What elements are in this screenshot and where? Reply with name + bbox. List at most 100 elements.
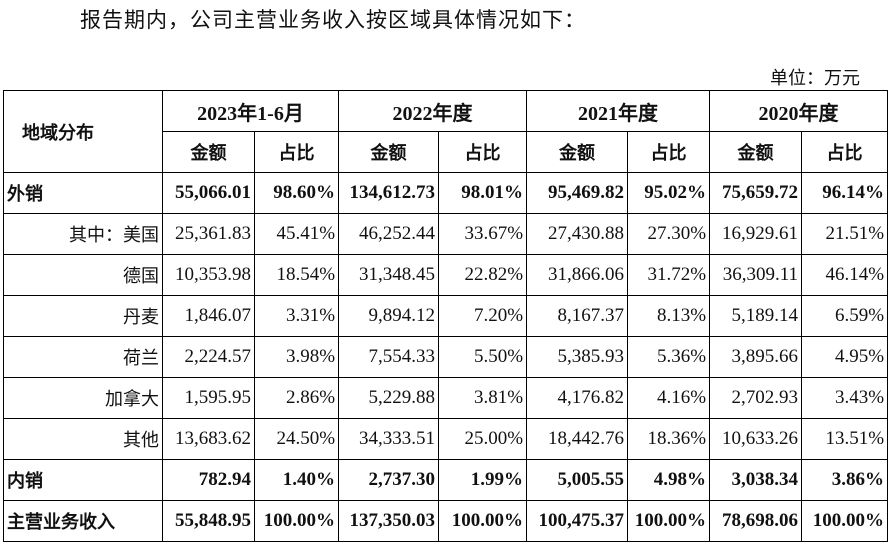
amount-cell: 1,846.07: [162, 295, 255, 337]
ratio-cell: 1.40%: [253, 459, 340, 501]
ratio-cell: 100.00%: [438, 500, 528, 542]
ratio-cell: 13.51%: [801, 418, 888, 460]
ratio-cell: 7.20%: [438, 295, 528, 337]
amount-cell: 95,469.82: [526, 172, 629, 214]
ratio-cell: 6.59%: [801, 295, 888, 337]
ratio-cell: 100.00%: [801, 500, 888, 542]
ratio-cell: 100.00%: [253, 500, 340, 542]
amount-header: 金额: [709, 131, 803, 173]
table-row: 外销 55,066.01 98.60% 134,612.73 98.01% 95,469.…: [3, 172, 888, 214]
region-label: 荷兰: [3, 336, 163, 378]
ratio-header: 占比: [627, 131, 711, 173]
amount-cell: 10,633.26: [709, 418, 803, 460]
period-header: 2023年1-6月: [161, 90, 340, 132]
ratio-cell: 3.98%: [253, 336, 340, 378]
unit-label: 单位：万元: [770, 68, 860, 89]
region-label: 其他: [3, 418, 163, 460]
amount-cell: 5,229.88: [338, 377, 440, 419]
amount-cell: 25,361.83: [162, 213, 255, 255]
amount-cell: 18,442.76: [526, 418, 629, 460]
period-header: 2020年度: [709, 90, 888, 132]
ratio-cell: 98.60%: [253, 172, 340, 214]
ratio-cell: 33.67%: [438, 213, 528, 255]
table-row: 内销 782.94 1.40% 2,737.30 1.99% 5,005.55 4.98% 3…: [3, 459, 888, 501]
amount-cell: 5,005.55: [526, 459, 629, 501]
ratio-cell: 4.98%: [627, 459, 711, 501]
amount-cell: 55,066.01: [162, 172, 255, 214]
amount-cell: 137,350.03: [338, 500, 440, 542]
table-row: 德国 10,353.98 18.54% 31,348.45 22.82% 31,866.0…: [3, 254, 888, 296]
amount-cell: 782.94: [162, 459, 255, 501]
amount-cell: 34,333.51: [338, 418, 440, 460]
amount-cell: 13,683.62: [162, 418, 255, 460]
region-label: 主营业务收入: [3, 500, 163, 542]
ratio-cell: 100.00%: [627, 500, 711, 542]
table-row: 荷兰 2,224.57 3.98% 7,554.33 5.50% 5,385.93 5.36…: [3, 336, 888, 378]
amount-cell: 2,224.57: [162, 336, 255, 378]
amount-cell: 5,189.14: [709, 295, 803, 337]
amount-cell: 9,894.12: [338, 295, 440, 337]
amount-header: 金额: [338, 131, 440, 173]
ratio-cell: 5.36%: [627, 336, 711, 378]
period-header: 2022年度: [338, 90, 528, 132]
region-label: 丹麦: [3, 295, 163, 337]
amount-cell: 7,554.33: [338, 336, 440, 378]
ratio-header: 占比: [438, 131, 528, 173]
ratio-cell: 45.41%: [253, 213, 340, 255]
amount-cell: 27,430.88: [526, 213, 629, 255]
region-label: 德国: [3, 254, 163, 296]
ratio-cell: 5.50%: [438, 336, 528, 378]
amount-cell: 8,167.37: [526, 295, 629, 337]
ratio-cell: 25.00%: [438, 418, 528, 460]
ratio-cell: 22.82%: [438, 254, 528, 296]
ratio-header: 占比: [801, 131, 888, 173]
ratio-cell: 21.51%: [801, 213, 888, 255]
amount-cell: 1,595.95: [162, 377, 255, 419]
region-label: 其中：美国: [3, 213, 163, 255]
amount-cell: 31,866.06: [526, 254, 629, 296]
ratio-cell: 18.36%: [627, 418, 711, 460]
ratio-cell: 8.13%: [627, 295, 711, 337]
region-label: 加拿大: [3, 377, 163, 419]
table-row: 丹麦 1,846.07 3.31% 9,894.12 7.20% 8,167.37 8.13…: [3, 295, 888, 337]
period-header: 2021年度: [526, 90, 711, 132]
amount-cell: 46,252.44: [338, 213, 440, 255]
amount-header: 金额: [526, 131, 629, 173]
ratio-cell: 3.31%: [253, 295, 340, 337]
regional-revenue-table: 地域分布 2023年1-6月 2022年度 2021年度 2020年度 金额 占…: [3, 90, 888, 542]
table-row: 其他 13,683.62 24.50% 34,333.51 25.00% 18,442.7…: [3, 418, 888, 460]
amount-cell: 4,176.82: [526, 377, 629, 419]
amount-cell: 5,385.93: [526, 336, 629, 378]
ratio-cell: 3.43%: [801, 377, 888, 419]
region-header: 地域分布: [3, 90, 163, 173]
region-label: 外销: [3, 172, 163, 214]
intro-text: 报告期内，公司主营业务收入按区域具体情况如下：: [80, 8, 586, 32]
table-row: 其中：美国 25,361.83 45.41% 46,252.44 33.67% 27,43…: [3, 213, 888, 255]
ratio-cell: 98.01%: [438, 172, 528, 214]
ratio-header: 占比: [253, 131, 340, 173]
table-row: 加拿大 1,595.95 2.86% 5,229.88 3.81% 4,176.82 4.1…: [3, 377, 888, 419]
amount-cell: 36,309.11: [709, 254, 803, 296]
ratio-cell: 31.72%: [627, 254, 711, 296]
amount-cell: 3,038.34: [709, 459, 803, 501]
ratio-cell: 27.30%: [627, 213, 711, 255]
ratio-cell: 2.86%: [253, 377, 340, 419]
amount-cell: 78,698.06: [709, 500, 803, 542]
amount-cell: 31,348.45: [338, 254, 440, 296]
amount-cell: 2,737.30: [338, 459, 440, 501]
amount-cell: 100,475.37: [526, 500, 629, 542]
amount-cell: 55,848.95: [162, 500, 255, 542]
ratio-cell: 4.16%: [627, 377, 711, 419]
table-row: 主营业务收入 55,848.95 100.00% 137,350.03 100.00% 1…: [3, 500, 888, 542]
ratio-cell: 24.50%: [253, 418, 340, 460]
ratio-cell: 95.02%: [627, 172, 711, 214]
ratio-cell: 1.99%: [438, 459, 528, 501]
header-row-metrics: 金额 占比 金额 占比 金额 占比 金额 占比: [4, 131, 888, 173]
ratio-cell: 3.86%: [801, 459, 888, 501]
amount-cell: 16,929.61: [709, 213, 803, 255]
ratio-cell: 4.95%: [801, 336, 888, 378]
amount-cell: 3,895.66: [709, 336, 803, 378]
ratio-cell: 3.81%: [438, 377, 528, 419]
region-label: 内销: [3, 459, 163, 501]
amount-cell: 75,659.72: [709, 172, 803, 214]
